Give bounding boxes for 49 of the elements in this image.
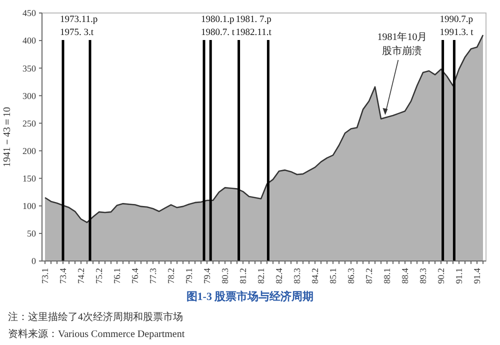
x-tick-label: 80.3 <box>220 268 230 284</box>
y-tick-label: 200 <box>22 146 36 156</box>
annotation: 1980.7. t <box>201 28 235 38</box>
y-tick-label: 150 <box>22 173 36 184</box>
x-tick-label: 78.2 <box>166 268 176 284</box>
x-tick-label: 91.1 <box>454 268 464 284</box>
x-tick-label: 76.1 <box>112 268 122 284</box>
y-tick-label: 100 <box>22 201 36 212</box>
x-tick-label: 81.2 <box>238 268 248 284</box>
x-tick-label: 88.4 <box>400 268 410 284</box>
annotation: 1982.11.t <box>236 28 272 38</box>
y-axis-title: 1941－43＝10 <box>2 107 13 167</box>
annotation: 1975. 3.t <box>60 28 94 38</box>
x-tick-label: 77.3 <box>148 268 158 284</box>
annotation: 股市崩溃 <box>382 45 422 57</box>
x-tick-label: 88.1 <box>382 268 392 284</box>
annotation: 1980.1.p <box>201 15 234 25</box>
x-tick-label: 79.4 <box>202 268 212 284</box>
annotation: 1991.3. t <box>440 28 474 38</box>
annotation: 1981. 7.p <box>236 15 272 25</box>
text: 注：这里描绘了4次经济周期和股票市场 <box>8 311 183 323</box>
text: 图1-3 股票市场与经济周期 <box>186 290 314 303</box>
y-tick-label: 300 <box>22 90 36 101</box>
x-tick-label: 84.2 <box>310 268 320 284</box>
x-tick-label: 73.4 <box>58 268 68 284</box>
y-tick-label: 350 <box>22 63 36 74</box>
x-tick-label: 79.1 <box>184 268 194 284</box>
x-tick-label: 87.2 <box>364 268 374 284</box>
x-tick-label: 85.1 <box>328 268 338 284</box>
x-tick-label: 75.2 <box>94 268 104 284</box>
x-tick-label: 82.1 <box>256 268 266 284</box>
y-tick-label: 0 <box>32 256 36 266</box>
y-tick-label: 50 <box>27 228 36 239</box>
annotation: 1981年10月 <box>377 31 428 43</box>
text: 资料来源：Various Commerce Department <box>8 328 185 340</box>
x-tick-label: 76.4 <box>130 268 140 284</box>
x-tick-label: 83.3 <box>292 268 302 284</box>
x-tick-label: 91.4 <box>472 268 482 284</box>
y-tick-label: 450 <box>22 8 36 18</box>
annotation: 1973.11.p <box>60 15 98 25</box>
x-tick-label: 89.3 <box>418 268 428 284</box>
x-tick-label: 82.4 <box>274 268 284 284</box>
x-tick-label: 73.1 <box>40 268 50 284</box>
x-tick-label: 86.3 <box>346 268 356 284</box>
y-tick-label: 400 <box>22 36 36 46</box>
x-tick-label: 74.2 <box>76 268 86 284</box>
y-tick-label: 250 <box>22 118 36 128</box>
annotation: 1990.7.p <box>440 15 474 25</box>
x-tick-label: 90.2 <box>436 268 446 284</box>
